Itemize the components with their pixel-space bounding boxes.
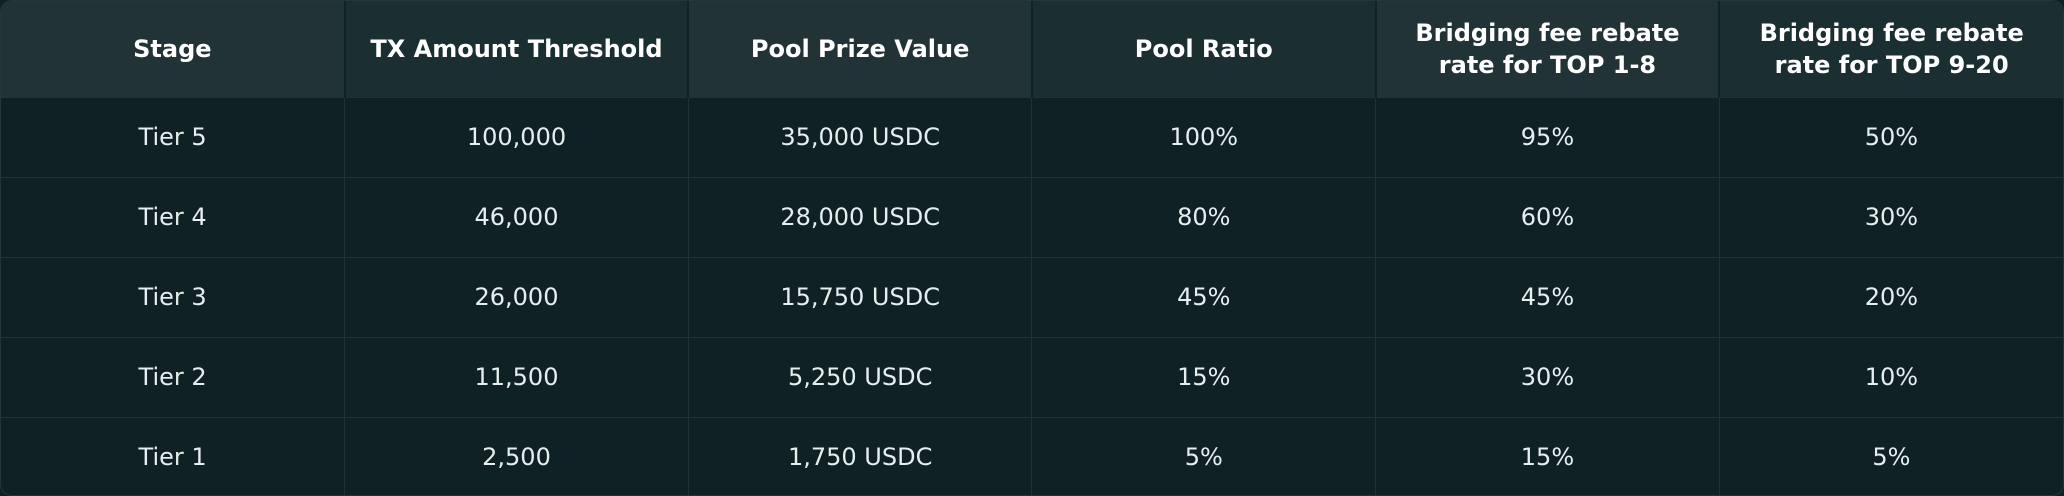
header-stage: Stage bbox=[1, 1, 346, 97]
cell-pool-ratio: 100% bbox=[1031, 96, 1377, 177]
cell-rebate-top-9-20: 30% bbox=[1719, 176, 2063, 257]
cell-tx-amount-threshold: 100,000 bbox=[344, 96, 689, 177]
cell-rebate-top-9-20: 20% bbox=[1719, 256, 2063, 337]
cell-pool-prize-value: 5,250 USDC bbox=[688, 336, 1033, 417]
cell-pool-ratio: 5% bbox=[1031, 416, 1377, 495]
cell-rebate-top-1-8: 15% bbox=[1375, 416, 1720, 495]
table-row: Tier 1 2,500 1,750 USDC 5% 15% 5% bbox=[1, 416, 2063, 495]
cell-tx-amount-threshold: 26,000 bbox=[344, 256, 689, 337]
table-body: Tier 5 100,000 35,000 USDC 100% 95% 50% … bbox=[1, 96, 2063, 495]
cell-stage: Tier 4 bbox=[1, 176, 346, 257]
cell-rebate-top-1-8: 95% bbox=[1375, 96, 1720, 177]
cell-pool-ratio: 45% bbox=[1031, 256, 1377, 337]
cell-stage: Tier 5 bbox=[1, 96, 346, 177]
cell-pool-prize-value: 1,750 USDC bbox=[688, 416, 1033, 495]
cell-pool-prize-value: 28,000 USDC bbox=[688, 176, 1033, 257]
header-pool-ratio: Pool Ratio bbox=[1031, 1, 1377, 97]
table-header: Stage TX Amount Threshold Pool Prize Val… bbox=[1, 1, 2063, 97]
cell-pool-prize-value: 15,750 USDC bbox=[688, 256, 1033, 337]
cell-rebate-top-1-8: 60% bbox=[1375, 176, 1720, 257]
cell-stage: Tier 2 bbox=[1, 336, 346, 417]
cell-tx-amount-threshold: 2,500 bbox=[344, 416, 689, 495]
cell-rebate-top-9-20: 50% bbox=[1719, 96, 2063, 177]
cell-rebate-top-1-8: 45% bbox=[1375, 256, 1720, 337]
cell-pool-ratio: 15% bbox=[1031, 336, 1377, 417]
cell-tx-amount-threshold: 11,500 bbox=[344, 336, 689, 417]
cell-rebate-top-1-8: 30% bbox=[1375, 336, 1720, 417]
cell-pool-prize-value: 35,000 USDC bbox=[688, 96, 1033, 177]
header-rebate-top-9-20: Bridging fee rebate rate for TOP 9-20 bbox=[1719, 1, 2063, 97]
header-pool-prize-value: Pool Prize Value bbox=[688, 1, 1033, 97]
cell-rebate-top-9-20: 10% bbox=[1719, 336, 2063, 417]
table-row: Tier 4 46,000 28,000 USDC 80% 60% 30% bbox=[1, 176, 2063, 257]
cell-stage: Tier 1 bbox=[1, 416, 346, 495]
header-row: Stage TX Amount Threshold Pool Prize Val… bbox=[1, 1, 2063, 97]
cell-tx-amount-threshold: 46,000 bbox=[344, 176, 689, 257]
table-row: Tier 5 100,000 35,000 USDC 100% 95% 50% bbox=[1, 96, 2063, 177]
cell-pool-ratio: 80% bbox=[1031, 176, 1377, 257]
header-rebate-top-1-8: Bridging fee rebate rate for TOP 1-8 bbox=[1375, 1, 1721, 97]
cell-stage: Tier 3 bbox=[1, 256, 346, 337]
cell-rebate-top-9-20: 5% bbox=[1719, 416, 2063, 495]
table-row: Tier 2 11,500 5,250 USDC 15% 30% 10% bbox=[1, 336, 2063, 417]
table-row: Tier 3 26,000 15,750 USDC 45% 45% 20% bbox=[1, 256, 2063, 337]
header-tx-amount-threshold: TX Amount Threshold bbox=[344, 1, 690, 97]
